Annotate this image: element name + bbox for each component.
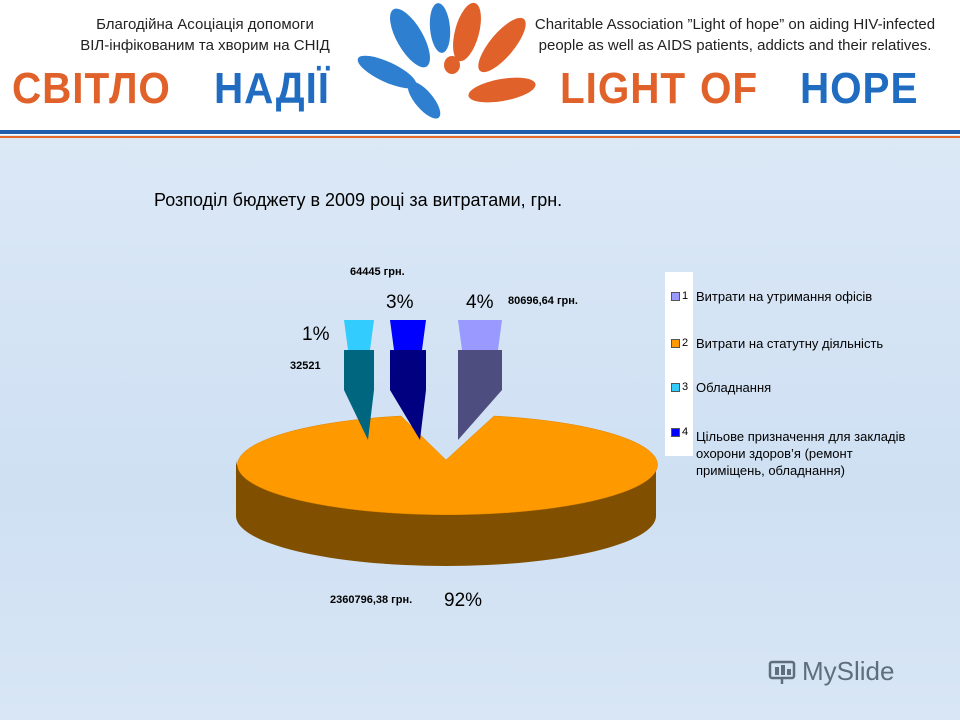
watermark-text: MySlide	[802, 656, 895, 686]
legend-swatch-1	[671, 292, 680, 301]
brand-ua-word1: СВІТЛО	[12, 64, 171, 113]
org-name-en-line2: people as well as AIDS patients, addicts…	[538, 37, 932, 54]
legend-number-2: 2	[682, 337, 689, 349]
sun-petals-logo-icon	[357, 2, 536, 119]
legend-swatch-3	[671, 383, 680, 392]
legend-label-4: Цільове призначення для закладів охорони…	[696, 429, 906, 478]
header-divider-blue	[0, 130, 960, 134]
chart-title: Розподіл бюджету в 2009 році за витратам…	[154, 190, 563, 210]
org-name-ua-line2: ВІЛ-інфікованим та хворим на СНІД	[80, 37, 330, 54]
org-name-ukrainian: Благодійна Асоціація допомоги ВІЛ-інфіко…	[60, 14, 350, 56]
legend-number-3: 3	[682, 381, 689, 393]
legend-label-1: Витрати на утримання офісів	[696, 289, 873, 304]
header-divider-orange	[0, 136, 960, 138]
org-name-ua-line1: Благодійна Асоціація допомоги	[96, 16, 314, 33]
legend-label-3: Обладнання	[696, 380, 772, 395]
legend-box	[665, 272, 693, 456]
brand-en-word1: LIGHT	[560, 64, 687, 113]
data-label-value-slice-4: 64445 грн.	[350, 266, 405, 278]
myslide-logo-icon	[768, 660, 796, 684]
org-name-en-line1: Charitable Association ”Light of hope” o…	[534, 16, 936, 33]
brand-en-word2: OF	[700, 64, 759, 113]
data-label-percent-slice-3: 1%	[302, 324, 330, 345]
legend-number-1: 1	[682, 290, 689, 302]
data-label-value-slice-2: 2360796,38 грн.	[330, 594, 413, 606]
data-label-percent-slice-4: 3%	[386, 292, 414, 313]
brand-en-word3: HOPE	[800, 64, 919, 113]
legend-number-4: 4	[682, 426, 689, 438]
legend-swatch-2	[671, 339, 680, 348]
data-label-value-slice-3: 32521	[290, 360, 321, 372]
data-label-value-slice-1: 80696,64 грн.	[508, 295, 578, 307]
header-banner: Благодійна Асоціація допомоги ВІЛ-інфіко…	[0, 0, 960, 138]
brand-ua-word2: НАДІЇ	[214, 64, 330, 113]
org-name-english: Charitable Association ”Light of hope” o…	[520, 14, 950, 56]
data-label-percent-slice-1: 4%	[466, 292, 494, 313]
data-label-percent-slice-2: 92%	[444, 590, 483, 611]
legend-label-2: Витрати на статутну діяльність	[696, 336, 884, 351]
legend-swatch-4	[671, 428, 680, 437]
